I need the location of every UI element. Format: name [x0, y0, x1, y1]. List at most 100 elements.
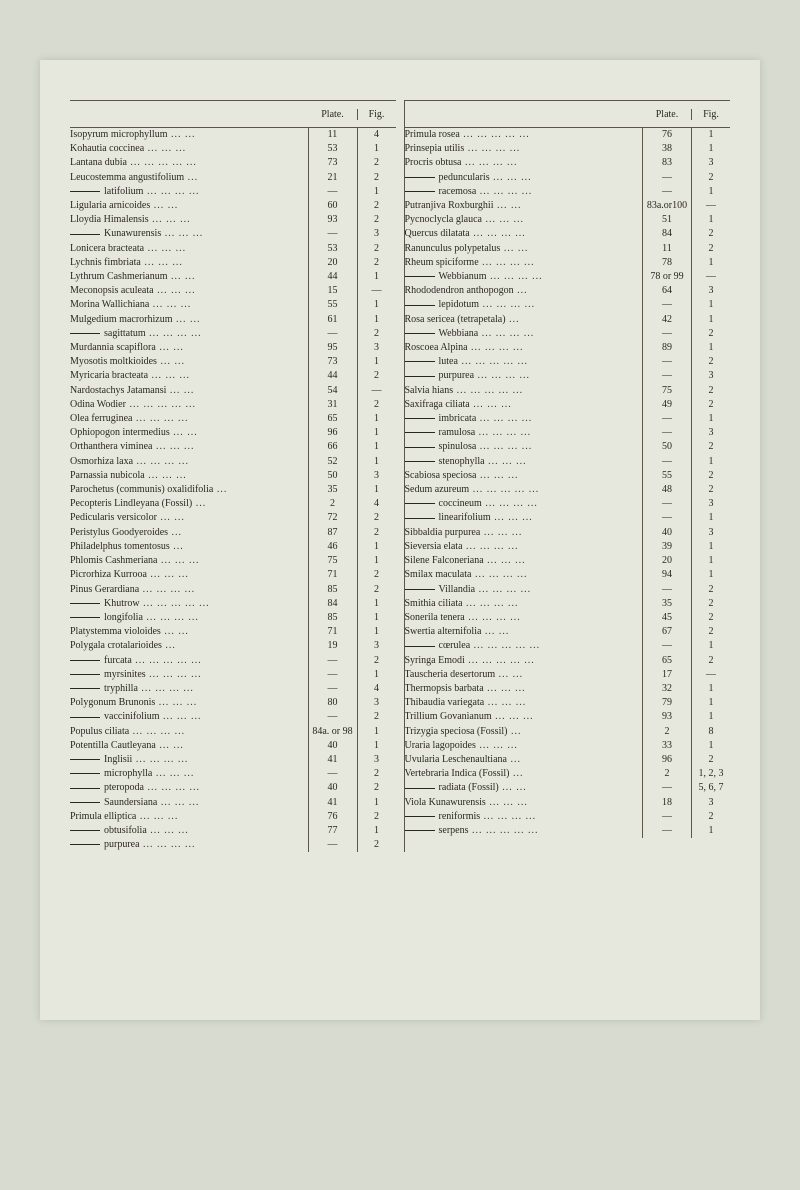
- plate-cell: 78 or 99: [643, 270, 692, 284]
- fig-cell: —: [358, 284, 396, 298]
- plate-cell: 15: [309, 284, 358, 298]
- species-name: Ranunculus polypetalus: [405, 243, 501, 254]
- species-name: Picrorhiza Kurrooa: [70, 569, 147, 580]
- fig-cell: 1: [692, 540, 730, 554]
- fig-cell: 1, 2, 3: [692, 767, 730, 781]
- leader-dots: ... ... ... ...: [132, 754, 188, 765]
- index-row: Pycnoclycla glauca ... ... ...511: [405, 213, 731, 227]
- fig-cell: 1: [692, 412, 730, 426]
- plate-cell: 50: [643, 440, 692, 454]
- leader-dots: ... ... ... ... ...: [126, 399, 196, 410]
- index-row: Thibaudia variegata ... ... ...791: [405, 696, 731, 710]
- plate-cell: 65: [309, 412, 358, 426]
- plate-cell: 32: [643, 682, 692, 696]
- species-name: Sedum azureum: [405, 484, 470, 495]
- indent-line: [70, 603, 100, 604]
- plate-cell: 49: [643, 398, 692, 412]
- species-name: Odina Wodier: [70, 399, 126, 410]
- plate-cell: —: [309, 654, 358, 668]
- index-row: Populus ciliata ... ... ... ...84a. or 9…: [70, 725, 396, 739]
- plate-cell: 44: [309, 369, 358, 383]
- fig-cell: 1: [358, 540, 396, 554]
- leader-dots: ... ... ...: [491, 512, 533, 523]
- fig-cell: 3: [358, 753, 396, 767]
- fig-cell: 2: [692, 398, 730, 412]
- index-row: radiata (Fossil) ... ...—5, 6, 7: [405, 781, 731, 795]
- leader-dots: ... ... ... ...: [146, 328, 202, 339]
- fig-cell: 3: [692, 526, 730, 540]
- index-row: Meconopsis aculeata ... ... ...15—: [70, 284, 396, 298]
- plate-cell: 53: [309, 242, 358, 256]
- leader-dots: ... ... ...: [160, 711, 202, 722]
- fig-cell: 1: [692, 682, 730, 696]
- leader-dots: ... ... ...: [149, 299, 191, 310]
- species-cell: Kohautia coccinea ... ... ...: [70, 142, 309, 156]
- plate-cell: —: [643, 185, 692, 199]
- fig-cell: 2: [692, 242, 730, 256]
- index-row: Pedicularis versicolor ... ...722: [70, 511, 396, 525]
- plate-cell: 48: [643, 483, 692, 497]
- plate-cell: 65: [643, 654, 692, 668]
- plate-cell: —: [643, 810, 692, 824]
- plate-cell: —: [643, 455, 692, 469]
- leader-dots: ... ... ...: [486, 797, 528, 808]
- fig-cell: 2: [358, 767, 396, 781]
- index-row: coccineum ... ... ... ...—3: [405, 497, 731, 511]
- species-cell: Sibbaldia purpurea ... ... ...: [405, 526, 644, 540]
- fig-cell: 2: [358, 838, 396, 852]
- species-name: Silene Falconeriana: [405, 555, 484, 566]
- leader-dots: ... ... ... ...: [143, 186, 199, 197]
- leader-dots: ... ... ... ...: [482, 498, 538, 509]
- species-name: Orthanthera viminea: [70, 441, 152, 452]
- indent-line: [70, 773, 100, 774]
- plate-cell: 95: [309, 341, 358, 355]
- species-cell: longifolia ... ... ... ...: [70, 611, 309, 625]
- leader-dots: ... ... ... ...: [475, 427, 531, 438]
- species-name: Populus ciliata: [70, 726, 129, 737]
- fig-cell: 1: [358, 824, 396, 838]
- index-row: Scabiosa speciosa ... ... ...552: [405, 469, 731, 483]
- fig-cell: 3: [692, 426, 730, 440]
- species-name: Rhododendron anthopogon: [405, 285, 514, 296]
- species-cell: Scabiosa speciosa ... ... ...: [405, 469, 644, 483]
- index-row: Swertia alternifolia ... ...672: [405, 625, 731, 639]
- leader-dots: ... ... ... ...: [144, 782, 200, 793]
- species-name: Ligularia arnicoides: [70, 200, 150, 211]
- species-cell: Procris obtusa ... ... ... ...: [405, 156, 644, 170]
- fig-cell: 3: [358, 227, 396, 241]
- species-name: Smithia ciliata: [405, 598, 463, 609]
- species-name: Peristylus Goodyeroides: [70, 527, 168, 538]
- species-cell: spinulosa ... ... ... ...: [405, 440, 644, 454]
- fig-cell: 2: [358, 213, 396, 227]
- index-row: Myricaria bracteata ... ... ...442: [70, 369, 396, 383]
- species-name: Webbianum: [439, 271, 487, 282]
- species-name: Sibbaldia purpurea: [405, 527, 481, 538]
- species-cell: Leucostemma angustifolium ...: [70, 171, 309, 185]
- plate-cell: 2: [643, 767, 692, 781]
- species-cell: Rheum spiciforme ... ... ... ...: [405, 256, 644, 270]
- species-name: Saundersiana: [104, 797, 157, 808]
- index-row: Trizygia speciosa (Fossil) ...28: [405, 725, 731, 739]
- plate-cell: —: [309, 838, 358, 852]
- species-cell: Putranjiva Roxburghii ... ...: [405, 199, 644, 213]
- fig-cell: 1: [358, 142, 396, 156]
- species-cell: Lonicera bracteata ... ... ...: [70, 242, 309, 256]
- plate-cell: 38: [643, 142, 692, 156]
- indent-line: [405, 191, 435, 192]
- species-name: peduncularis: [439, 172, 490, 183]
- species-cell: purpurea ... ... ... ...: [70, 838, 309, 852]
- species-name: Vertebraria Indica (Fossil): [405, 768, 510, 779]
- species-cell: peduncularis ... ... ...: [405, 171, 644, 185]
- indent-line: [70, 788, 100, 789]
- index-row: Orthanthera viminea ... ... ...661: [70, 440, 396, 454]
- fig-cell: 2: [358, 156, 396, 170]
- index-row: racemosa ... ... ... ...—1: [405, 185, 731, 199]
- plate-cell: —: [643, 355, 692, 369]
- species-cell: Saxifraga ciliata ... ... ...: [405, 398, 644, 412]
- plate-cell: —: [309, 327, 358, 341]
- plate-cell: —: [643, 298, 692, 312]
- plate-cell: 83: [643, 156, 692, 170]
- species-name: Osmorhiza laxa: [70, 456, 133, 467]
- indent-line: [405, 518, 435, 519]
- plate-cell: —: [643, 412, 692, 426]
